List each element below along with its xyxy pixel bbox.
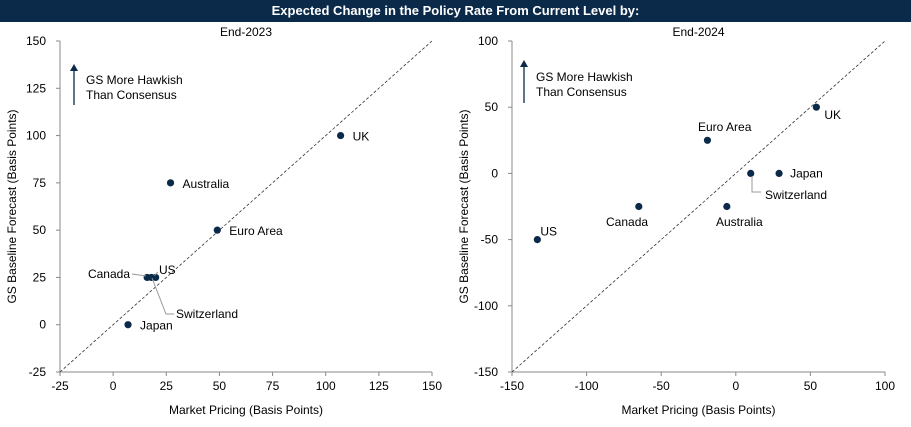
panel-2-hawkish-arrow-icon — [520, 60, 528, 67]
chart-header: Expected Change in the Policy Rate From … — [0, 0, 911, 22]
panel-2-point-euro-area — [703, 136, 712, 144]
panel-2-y-tick-label: 0 — [491, 166, 498, 180]
panel-1-point-label-australia: Australia — [183, 177, 230, 191]
panel-2-point-label-australia: Australia — [716, 215, 763, 229]
panel-2-y-tick-label: -150 — [474, 365, 498, 379]
panel-1-x-tick-label: 150 — [422, 379, 442, 393]
panel-2-point-label-japan: Japan — [790, 166, 823, 180]
panel-2-x-tick-label: 100 — [875, 379, 895, 393]
panel-1-point-japan — [124, 321, 132, 329]
panel-1-hawkish-arrow-icon — [70, 64, 78, 71]
panel-1-leader-line-canada — [131, 273, 147, 277]
panel-1-y-tick-label: 50 — [33, 223, 47, 237]
panel-1-point-label-us: US — [159, 263, 176, 277]
panel-1-point-australia — [166, 179, 175, 187]
panel-2-x-tick-label: 0 — [732, 379, 739, 393]
panel-2-title: End-2024 — [672, 25, 724, 39]
panel-2-y-tick-label: -50 — [481, 233, 499, 247]
panel-2-y-axis-title: GS Baseline Forecast (Basis Points) — [457, 109, 471, 303]
panel-1-x-tick-label: 25 — [160, 379, 174, 393]
panel-1-y-axis-title: GS Baseline Forecast (Basis Points) — [5, 109, 19, 303]
panel-2-point-uk — [812, 103, 820, 111]
panel-1-y-tick-label: 25 — [33, 270, 47, 284]
panel-1-y-tick-label: 0 — [39, 318, 46, 332]
panel-1-point-label-uk: UK — [353, 130, 370, 144]
panel-1-y-tick-label: 125 — [26, 81, 46, 95]
panel-2-point-label-us: US — [540, 225, 557, 239]
panel-2-point-label-canada: Canada — [606, 215, 648, 229]
panel-2-point-australia — [723, 202, 731, 211]
panel-2-leader-line-switzerland — [751, 176, 761, 193]
panel-2-x-tick-label: -150 — [500, 379, 524, 393]
panel-1-point-uk — [336, 131, 345, 140]
panel-2-x-tick-label: -50 — [653, 379, 671, 393]
panel-1-x-tick-label: -25 — [51, 379, 69, 393]
panel-2-y-tick-label: -100 — [474, 299, 498, 313]
panel-2-point-switzerland — [747, 169, 755, 177]
panel-1-y-tick-label: 100 — [26, 129, 46, 143]
panel-2-point-label-euro-area: Euro Area — [698, 120, 752, 134]
panel-2-point-label-uk: UK — [824, 108, 841, 122]
panel-1-annotation-line-2: Than Consensus — [86, 88, 177, 102]
panel-2-point-us — [533, 236, 541, 244]
panel-2-annotation-line-1: GS More Hawkish — [536, 70, 633, 84]
panel-2-diagonal-line — [511, 40, 886, 373]
panel-1-title: End-2023 — [220, 25, 272, 39]
panel-2-y-tick-label: 50 — [485, 100, 499, 114]
panel-1-x-tick-label: 125 — [369, 379, 389, 393]
panel-1-point-switzerland — [147, 273, 156, 282]
panel-1-point-label-switzerland: Switzerland — [176, 307, 238, 321]
panel-1-point-label-euro-area: Euro Area — [229, 224, 283, 238]
panel-1-annotation-line-1: GS More Hawkish — [86, 73, 183, 87]
panel-1-x-tick-label: 0 — [110, 379, 117, 393]
panel-1-y-tick-label: 150 — [26, 34, 46, 48]
panel-2-point-japan — [775, 169, 783, 177]
panel-1-y-tick-label: -25 — [29, 365, 47, 379]
panel-1-y-tick-label: 75 — [33, 176, 47, 190]
panel-2-x-tick-label: 50 — [804, 379, 818, 393]
panel-2-y-tick-label: 100 — [478, 34, 498, 48]
panel-2-x-tick-label: -100 — [575, 379, 599, 393]
panel-1-x-tick-label: 50 — [213, 379, 227, 393]
panel-1-leader-line-switzerland — [151, 277, 174, 315]
panel-1-point-euro-area — [213, 226, 221, 234]
panel-1-diagonal-line — [59, 40, 433, 373]
panel-2-point-canada — [635, 202, 643, 211]
panel-1-x-tick-label: 75 — [266, 379, 280, 393]
panel-1-x-axis-title: Market Pricing (Basis Points) — [169, 403, 323, 417]
panel-1-leader-line-us — [153, 271, 159, 277]
panel-2-x-axis-title: Market Pricing (Basis Points) — [621, 403, 775, 417]
panel-1-x-tick-label: 100 — [316, 379, 336, 393]
panel-2-annotation-line-2: Than Consensus — [536, 85, 627, 99]
panel-2-point-label-switzerland: Switzerland — [765, 188, 827, 202]
panel-1-point-label-japan: Japan — [140, 319, 173, 333]
panel-1-point-label-canada: Canada — [88, 267, 130, 281]
